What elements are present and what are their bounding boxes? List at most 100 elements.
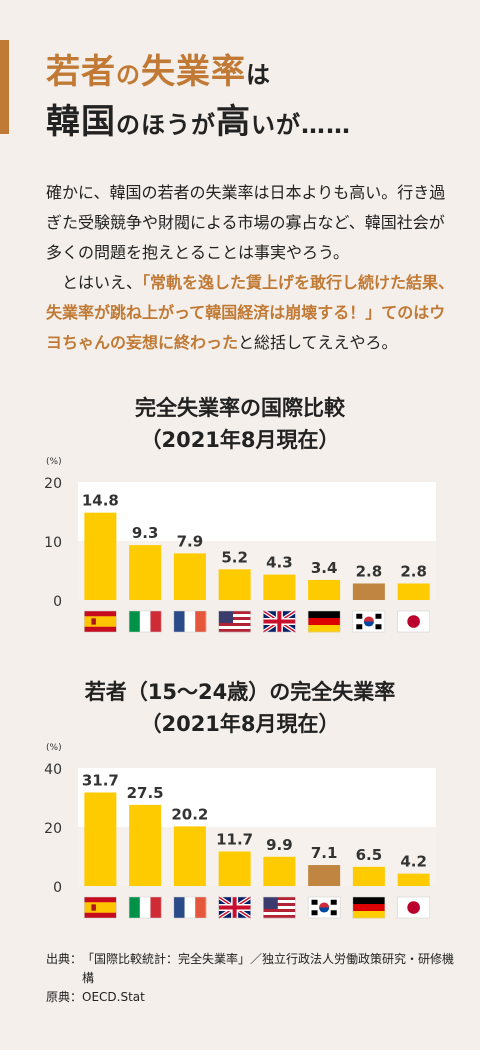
headline-word-high: 高 [216, 102, 251, 142]
chart-2-data-label: 20.2 [171, 805, 208, 823]
chart-2-bar [129, 804, 162, 886]
usa-flag-border [218, 610, 251, 633]
japan-flag-sun [407, 615, 420, 628]
chart-1-data-label: 4.3 [266, 554, 293, 572]
germany-flag-stripe [352, 897, 385, 905]
italy-flag-stripe [139, 611, 151, 632]
chart-1-y-tick-label: 20 [44, 476, 62, 492]
chart-1-bar [218, 569, 251, 600]
usa-flag-stripe [218, 629, 251, 633]
chart-2-y-tick-label: 0 [53, 880, 62, 896]
chart-1-bar [397, 583, 430, 600]
france-flag-stripe [184, 897, 196, 918]
japan-flag-sun [407, 901, 420, 914]
italy-flag-border [128, 610, 162, 633]
body-text: 確かに、韓国の若者の失業率は日本よりも高い。行き過ぎた受験競争や財閥による市場の… [46, 178, 456, 358]
korea-flag-taeguk-red [363, 616, 374, 622]
france-flag [173, 896, 207, 919]
italy-flag-stripe [129, 611, 141, 632]
chart-2-data-label: 31.7 [82, 771, 119, 789]
chart-2-bar [352, 866, 385, 886]
germany-flag-border [307, 610, 341, 633]
japan-flag [397, 610, 430, 633]
source-label: 出典： [46, 952, 83, 966]
chart-1-bar [173, 553, 206, 600]
korea-flag-taeguk-blue [319, 907, 330, 913]
body-p2-intro: とはいえ、 [62, 273, 143, 292]
spain-flag-band [84, 616, 117, 627]
uk-flag-cross-red [263, 619, 296, 624]
france-flag-stripe [173, 611, 185, 632]
original-source-label: 原典： [46, 990, 83, 1004]
spain-flag-border [84, 610, 117, 633]
germany-flag [352, 896, 386, 919]
italy-flag [128, 896, 162, 919]
korea-flag-trigram [311, 899, 318, 905]
chart-1-y-unit: (%) [46, 457, 62, 467]
chart-1-data-label: 7.9 [177, 532, 204, 550]
italy-flag-stripe [150, 611, 162, 632]
chart-2-title: 若者（15〜24歳）の完全失業率 [84, 680, 396, 704]
chart-2-y-tick-label: 40 [44, 762, 62, 778]
korea-flag-trigram [375, 624, 382, 630]
original-source-text: OECD.Stat [82, 990, 145, 1004]
usa-flag-stripe [218, 623, 251, 627]
germany-flag [307, 610, 341, 633]
chart-1-data-label: 3.4 [311, 559, 338, 577]
chart-1-title: 完全失業率の国際比較 [135, 396, 345, 420]
korea-flag-taeguk-blue [363, 621, 374, 627]
headline-word-korea: 韓国 [46, 102, 116, 142]
france-flag-stripe [184, 611, 196, 632]
chart-1: (%) 0 10 20 14.8 9.3 7.9 5.2 4.3 3.4 2.8 2.8 [44, 457, 436, 634]
korea-flag-trigram [330, 899, 337, 905]
chart-2: (%) 0 20 40 31.7 27.5 20.2 11.7 9.9 7.1 6.5 4.2 [44, 743, 436, 920]
headline-line-1: 若者の失業率は [46, 44, 271, 93]
spain-flag [84, 896, 117, 919]
italy-flag-stripe [139, 897, 151, 918]
headline-ending: いが…… [251, 111, 351, 139]
korea-flag-trigram [375, 613, 382, 619]
spain-flag [84, 610, 117, 633]
chart-1-title-block: 完全失業率の国際比較 （2021年8月現在） [0, 392, 480, 456]
uk-flag-border [218, 896, 251, 919]
chart-2-data-label: 11.7 [216, 830, 253, 848]
italy-flag-stripe [129, 897, 141, 918]
chart-1-plot-band [78, 482, 436, 541]
germany-flag-stripe [352, 911, 385, 919]
chart-2-y-tick-label: 20 [44, 821, 62, 837]
usa-flag-stripe [218, 614, 251, 618]
korea-flag-trigram [330, 910, 337, 916]
usa-flag-stripe [263, 915, 296, 919]
usa-flag [263, 896, 296, 919]
chart-1-data-label: 14.8 [82, 492, 119, 510]
chart-2-data-label: 27.5 [127, 784, 164, 802]
chart-2-data-label: 6.5 [356, 846, 383, 864]
chart-2-subtitle: （2021年8月現在） [140, 712, 340, 736]
body-paragraph-2: とはいえ、「常軌を逸した賃上げを敢行し続けた結果、失業率が跳ね上がって韓国経済は… [46, 268, 456, 358]
korea-flag-border [307, 896, 341, 919]
body-paragraph-1: 確かに、韓国の若者の失業率は日本よりも高い。行き過ぎた受験競争や財閥による市場の… [46, 183, 446, 262]
france-flag-stripe [195, 611, 207, 632]
chart-1-bar [352, 583, 385, 600]
usa-flag-canton [218, 611, 234, 623]
korea-flag [307, 896, 341, 919]
chart-2-bar [218, 851, 251, 886]
chart-2-bar [397, 873, 430, 886]
usa-flag-canton [263, 897, 278, 909]
france-flag [173, 610, 207, 633]
chart-2-bar [173, 826, 206, 886]
japan-flag-border [397, 896, 430, 919]
usa-flag-stripe [263, 909, 296, 913]
headline-line-2: 韓国のほうが高いが…… [46, 94, 351, 143]
italy-flag-border [128, 896, 162, 919]
spain-flag-border [84, 896, 117, 919]
usa-flag-stripe [218, 611, 251, 615]
japan-flag [397, 896, 430, 919]
chart-1-bar [84, 512, 117, 600]
usa-flag-stripe [263, 900, 296, 904]
headline-word-youth: 若者 [46, 52, 116, 92]
source-row: 出典： 「国際比較統計：完全失業率」／独立行政法人労働政策研究・研修機構 [46, 950, 456, 988]
korea-flag-border [352, 610, 386, 633]
usa-flag [218, 610, 251, 633]
korea-flag-trigram [311, 910, 318, 916]
